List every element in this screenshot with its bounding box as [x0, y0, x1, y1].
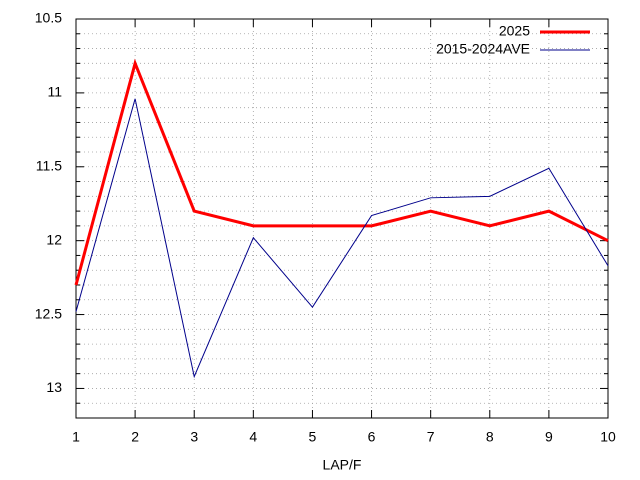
x-tick-label: 2 — [131, 429, 139, 445]
y-tick-label: 12 — [46, 231, 62, 247]
x-tick-label: 9 — [545, 429, 553, 445]
x-tick-label: 3 — [190, 429, 198, 445]
y-tick-label: 11 — [47, 84, 62, 100]
x-tick-label: 7 — [427, 429, 435, 445]
x-tick-label: 8 — [486, 429, 494, 445]
series-line — [75, 98, 609, 379]
series-line — [74, 58, 609, 286]
x-tick-label: 5 — [309, 429, 317, 445]
x-axis-label: LAP/F — [323, 457, 362, 473]
legend-label: 2015-2024AVE — [436, 41, 530, 57]
legend-label: 2025 — [499, 23, 530, 39]
x-tick-label: 10 — [600, 429, 616, 445]
x-tick-label: 6 — [368, 429, 376, 445]
x-tick-label: 1 — [72, 429, 80, 445]
plot-border — [75, 18, 609, 419]
y-tick-label: 12.5 — [35, 305, 62, 321]
y-tick-label: 13 — [46, 379, 62, 395]
y-tick-label: 11.5 — [36, 157, 62, 173]
x-tick-label: 4 — [249, 429, 257, 445]
y-tick-label: 10.5 — [35, 10, 62, 26]
